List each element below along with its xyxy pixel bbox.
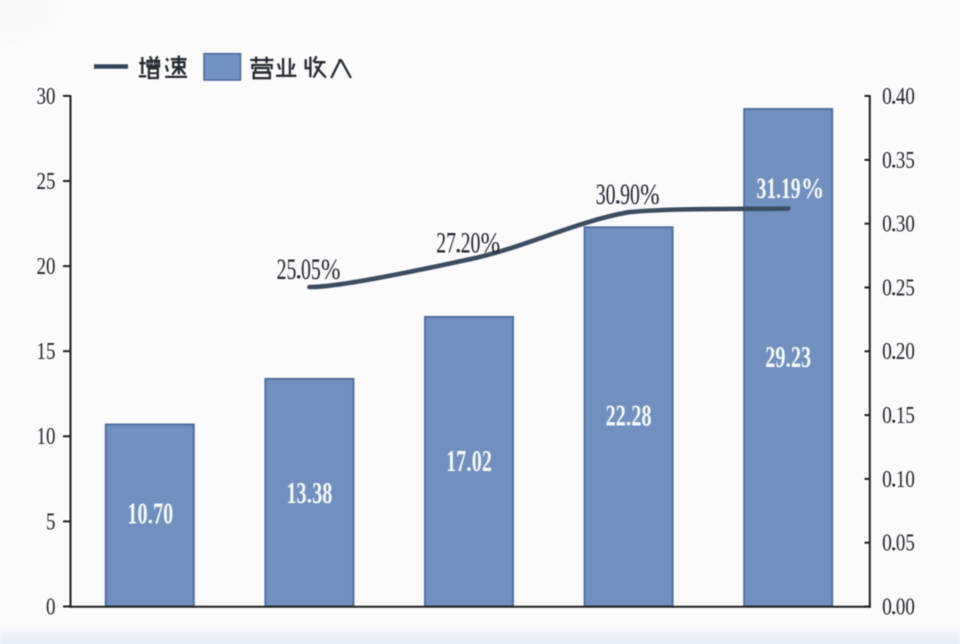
svg-text:05: 05: [896, 529, 915, 556]
svg-text:25: 25: [37, 168, 56, 195]
svg-text:%: %: [481, 226, 500, 259]
svg-text:%: %: [801, 171, 824, 204]
svg-text:25: 25: [277, 253, 297, 286]
svg-text:90: 90: [620, 178, 640, 211]
svg-text:30: 30: [37, 83, 56, 110]
svg-text:15: 15: [37, 338, 56, 365]
svg-text:30: 30: [596, 178, 616, 211]
svg-text:00: 00: [896, 593, 915, 620]
svg-text:19: 19: [781, 172, 801, 205]
svg-text:0: 0: [882, 401, 892, 429]
svg-text:0: 0: [882, 337, 892, 365]
svg-text:70: 70: [153, 496, 173, 530]
svg-text:28: 28: [631, 398, 651, 432]
svg-text:%: %: [640, 177, 659, 210]
svg-text:22: 22: [606, 398, 626, 432]
svg-text:23: 23: [791, 340, 811, 374]
svg-text:0: 0: [882, 592, 892, 620]
svg-text:0: 0: [882, 529, 892, 557]
svg-text:0: 0: [882, 210, 892, 238]
svg-text:25: 25: [896, 274, 915, 301]
svg-text:%: %: [321, 252, 340, 285]
svg-text:30: 30: [896, 210, 915, 237]
svg-text:20: 20: [37, 253, 56, 280]
svg-text:20: 20: [461, 227, 481, 260]
svg-text:35: 35: [896, 147, 915, 174]
svg-text:20: 20: [896, 338, 915, 365]
svg-text:0: 0: [882, 82, 892, 110]
svg-text:17: 17: [446, 444, 466, 478]
svg-text:10: 10: [127, 496, 147, 530]
svg-text:05: 05: [301, 253, 321, 286]
svg-text:15: 15: [896, 402, 915, 429]
svg-text:0: 0: [882, 273, 892, 301]
svg-text:27: 27: [436, 227, 456, 260]
svg-text:02: 02: [472, 444, 492, 478]
svg-text:10: 10: [896, 466, 915, 493]
svg-text:0: 0: [882, 146, 892, 174]
svg-text:31: 31: [757, 172, 777, 205]
svg-text:29: 29: [765, 340, 785, 374]
svg-text:38: 38: [312, 476, 332, 510]
svg-text:0: 0: [882, 465, 892, 493]
svg-text:40: 40: [896, 83, 915, 110]
svg-text:10: 10: [37, 423, 56, 450]
svg-text:0: 0: [46, 593, 56, 620]
svg-text:5: 5: [46, 508, 56, 535]
svg-text:13: 13: [286, 476, 306, 510]
